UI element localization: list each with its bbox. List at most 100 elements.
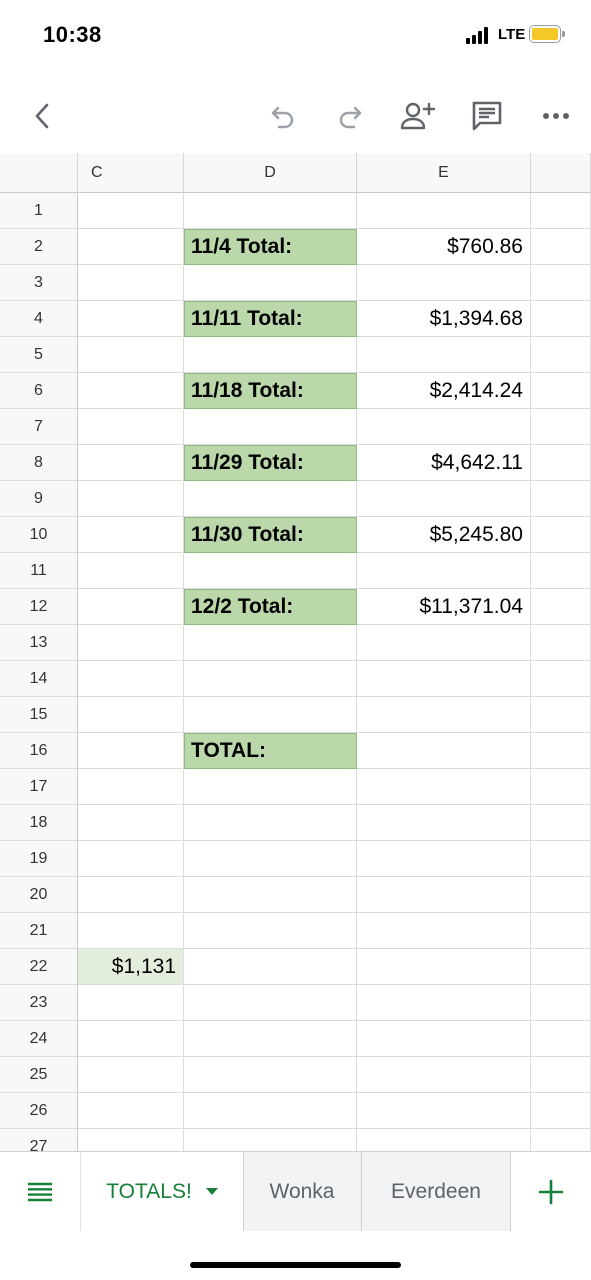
cell-e23[interactable] xyxy=(357,985,531,1021)
row-header[interactable]: 6 xyxy=(0,373,78,409)
cell-d20[interactable] xyxy=(184,877,357,913)
cell-d17[interactable] xyxy=(184,769,357,805)
cell-e10[interactable]: $5,245.80 xyxy=(357,517,531,553)
row-header[interactable]: 3 xyxy=(0,265,78,301)
row-header[interactable]: 7 xyxy=(0,409,78,445)
row-header[interactable]: 24 xyxy=(0,1021,78,1057)
row-header[interactable]: 2 xyxy=(0,229,78,265)
row-header[interactable]: 9 xyxy=(0,481,78,517)
cell-e14[interactable] xyxy=(357,661,531,697)
row-header[interactable]: 21 xyxy=(0,913,78,949)
share-person-add-icon[interactable] xyxy=(398,96,438,136)
cell-f3[interactable] xyxy=(531,265,591,301)
cell-c7[interactable] xyxy=(78,409,184,445)
cell-e11[interactable] xyxy=(357,553,531,589)
cell-c11[interactable] xyxy=(78,553,184,589)
cell-f26[interactable] xyxy=(531,1093,591,1129)
cell-d9[interactable] xyxy=(184,481,357,517)
cell-e26[interactable] xyxy=(357,1093,531,1129)
cell-d4[interactable]: 11/11 Total: xyxy=(184,301,357,337)
cell-e12[interactable]: $11,371.04 xyxy=(357,589,531,625)
cell-d24[interactable] xyxy=(184,1021,357,1057)
cell-f12[interactable] xyxy=(531,589,591,625)
cell-f21[interactable] xyxy=(531,913,591,949)
cell-d18[interactable] xyxy=(184,805,357,841)
cell-d11[interactable] xyxy=(184,553,357,589)
back-icon[interactable] xyxy=(22,96,62,136)
cell-d16[interactable]: TOTAL: xyxy=(184,733,357,769)
cell-e22[interactable] xyxy=(357,949,531,985)
cell-c13[interactable] xyxy=(78,625,184,661)
row-header[interactable]: 20 xyxy=(0,877,78,913)
cell-d23[interactable] xyxy=(184,985,357,1021)
cell-f17[interactable] xyxy=(531,769,591,805)
add-sheet-icon[interactable] xyxy=(511,1152,591,1231)
cell-c1[interactable] xyxy=(78,193,184,229)
cell-c4[interactable] xyxy=(78,301,184,337)
cell-f23[interactable] xyxy=(531,985,591,1021)
cell-c23[interactable] xyxy=(78,985,184,1021)
cell-d8[interactable]: 11/29 Total: xyxy=(184,445,357,481)
cell-f20[interactable] xyxy=(531,877,591,913)
column-header-d[interactable]: D xyxy=(184,153,357,193)
select-all-corner[interactable] xyxy=(0,153,78,193)
cell-f8[interactable] xyxy=(531,445,591,481)
cell-f16[interactable] xyxy=(531,733,591,769)
cell-e19[interactable] xyxy=(357,841,531,877)
cell-f15[interactable] xyxy=(531,697,591,733)
cell-d10[interactable]: 11/30 Total: xyxy=(184,517,357,553)
cell-c12[interactable] xyxy=(78,589,184,625)
home-indicator[interactable] xyxy=(190,1262,401,1268)
cell-c19[interactable] xyxy=(78,841,184,877)
row-header[interactable]: 15 xyxy=(0,697,78,733)
cell-f13[interactable] xyxy=(531,625,591,661)
row-header[interactable]: 5 xyxy=(0,337,78,373)
cell-e25[interactable] xyxy=(357,1057,531,1093)
cell-e15[interactable] xyxy=(357,697,531,733)
row-header[interactable]: 27 xyxy=(0,1129,78,1151)
undo-icon[interactable] xyxy=(263,96,303,136)
cell-d3[interactable] xyxy=(184,265,357,301)
cell-f4[interactable] xyxy=(531,301,591,337)
row-header[interactable]: 4 xyxy=(0,301,78,337)
cell-e20[interactable] xyxy=(357,877,531,913)
cell-d7[interactable] xyxy=(184,409,357,445)
cell-f22[interactable] xyxy=(531,949,591,985)
cell-e1[interactable] xyxy=(357,193,531,229)
column-header-c[interactable]: C xyxy=(78,153,184,193)
cell-e16[interactable] xyxy=(357,733,531,769)
cell-c5[interactable] xyxy=(78,337,184,373)
cell-d19[interactable] xyxy=(184,841,357,877)
cell-e4[interactable]: $1,394.68 xyxy=(357,301,531,337)
cell-e7[interactable] xyxy=(357,409,531,445)
row-header[interactable]: 18 xyxy=(0,805,78,841)
cell-d6[interactable]: 11/18 Total: xyxy=(184,373,357,409)
cell-d2[interactable]: 11/4 Total: xyxy=(184,229,357,265)
cell-c8[interactable] xyxy=(78,445,184,481)
comment-icon[interactable] xyxy=(467,96,507,136)
cell-e9[interactable] xyxy=(357,481,531,517)
cell-e24[interactable] xyxy=(357,1021,531,1057)
cell-f10[interactable] xyxy=(531,517,591,553)
cell-f18[interactable] xyxy=(531,805,591,841)
cell-d27[interactable] xyxy=(184,1129,357,1151)
cell-c18[interactable] xyxy=(78,805,184,841)
cell-d25[interactable] xyxy=(184,1057,357,1093)
cell-e13[interactable] xyxy=(357,625,531,661)
cell-d5[interactable] xyxy=(184,337,357,373)
cell-e21[interactable] xyxy=(357,913,531,949)
cell-f27[interactable] xyxy=(531,1129,591,1151)
cell-f19[interactable] xyxy=(531,841,591,877)
cell-c17[interactable] xyxy=(78,769,184,805)
cell-f5[interactable] xyxy=(531,337,591,373)
row-header[interactable]: 13 xyxy=(0,625,78,661)
spreadsheet-grid[interactable]: C D E 1 2 11/4 Total: $760.86 3 4 11/11 Total:… xyxy=(0,153,591,1151)
cell-c6[interactable] xyxy=(78,373,184,409)
cell-c24[interactable] xyxy=(78,1021,184,1057)
row-header[interactable]: 25 xyxy=(0,1057,78,1093)
chevron-down-icon[interactable] xyxy=(205,1188,218,1195)
cell-e2[interactable]: $760.86 xyxy=(357,229,531,265)
row-header[interactable]: 8 xyxy=(0,445,78,481)
cell-d22[interactable] xyxy=(184,949,357,985)
row-header[interactable]: 26 xyxy=(0,1093,78,1129)
